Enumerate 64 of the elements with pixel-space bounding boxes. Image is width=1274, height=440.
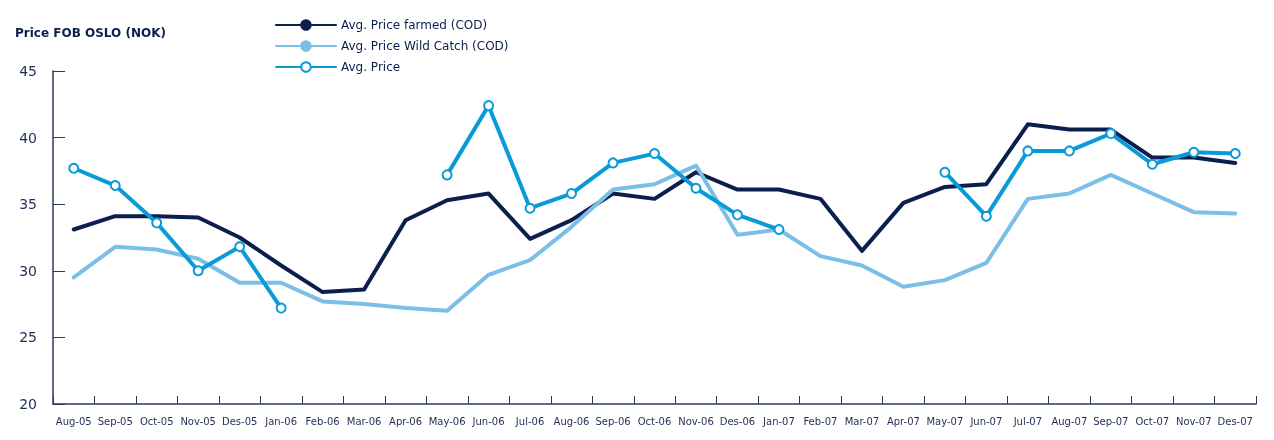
x-tick-label: Jul-06 <box>514 415 545 427</box>
y-tick-label: 45 <box>19 63 37 79</box>
x-tick-label: Aug-06 <box>553 415 590 427</box>
x-tick-label: May-07 <box>926 415 964 427</box>
legend-label: Avg. Price <box>341 60 401 74</box>
y-tick-label: 40 <box>19 129 37 146</box>
x-tick-label: Jun-06 <box>471 415 505 427</box>
point <box>109 180 121 192</box>
point <box>607 157 619 169</box>
y-tick-label: 25 <box>19 329 37 346</box>
x-tick-label: Nov-06 <box>678 415 714 427</box>
point <box>690 182 702 194</box>
y-tick-label: 35 <box>19 196 37 213</box>
line-series <box>71 122 1238 295</box>
x-tick-label: Des-05 <box>221 415 258 427</box>
line-series <box>71 163 1238 313</box>
point <box>192 265 204 277</box>
y-tick-label: 30 <box>19 262 37 279</box>
x-tick-label: Aug-07 <box>1051 415 1088 427</box>
point <box>731 209 743 221</box>
point <box>649 148 660 160</box>
point <box>939 166 951 178</box>
point <box>1229 148 1241 160</box>
y-axis-title: Price FOB OSLO (NOK) <box>15 26 166 40</box>
x-tick-label: Jan-06 <box>264 415 298 427</box>
x-tick-label: Nov-05 <box>180 415 216 427</box>
x-tick-label: Oct-05 <box>139 415 174 427</box>
x-tick-label: Sep-07 <box>1093 415 1129 427</box>
x-tick-label: May-06 <box>428 415 466 427</box>
point <box>773 224 785 236</box>
point <box>1022 145 1034 157</box>
x-tick-label: Des-06 <box>719 415 756 427</box>
point <box>1146 158 1158 170</box>
x-tick-label: Jul-07 <box>1012 415 1043 427</box>
point <box>483 100 495 112</box>
x-tick-label: Sep-06 <box>595 415 631 427</box>
x-tick-label: Jun-07 <box>969 415 1003 427</box>
point <box>524 202 536 214</box>
x-tick-label: Nov-07 <box>1175 415 1212 427</box>
point <box>68 162 80 174</box>
point <box>980 210 992 222</box>
x-tick-label: Apr-07 <box>886 415 920 427</box>
point <box>151 217 163 229</box>
x-tick-label: Feb-06 <box>305 415 340 427</box>
legend-label: Avg. Price Wild Catch (COD) <box>341 39 509 53</box>
x-tick-label: Oct-07 <box>1135 415 1170 427</box>
point <box>441 169 453 181</box>
point <box>1063 145 1075 157</box>
point <box>1188 146 1200 158</box>
point <box>566 188 578 200</box>
y-tick-label: 20 <box>19 396 37 412</box>
x-tick-label: Jan-07 <box>762 415 795 427</box>
legend-label: Avg. Price farmed (COD) <box>341 18 488 32</box>
x-tick-label: Apr-06 <box>389 415 423 427</box>
x-tick-label: Sep-05 <box>97 415 133 427</box>
x-tick-label: Feb-07 <box>803 415 838 427</box>
x-tick-label: Mar-07 <box>844 415 880 427</box>
point <box>234 241 246 253</box>
x-tick-label: Oct-06 <box>637 415 672 427</box>
x-tick-label: Mar-06 <box>346 415 382 427</box>
point <box>1105 128 1117 140</box>
point <box>275 302 287 314</box>
x-tick-label: Des-07 <box>1217 415 1253 427</box>
x-tick-label: Aug-05 <box>55 415 92 427</box>
